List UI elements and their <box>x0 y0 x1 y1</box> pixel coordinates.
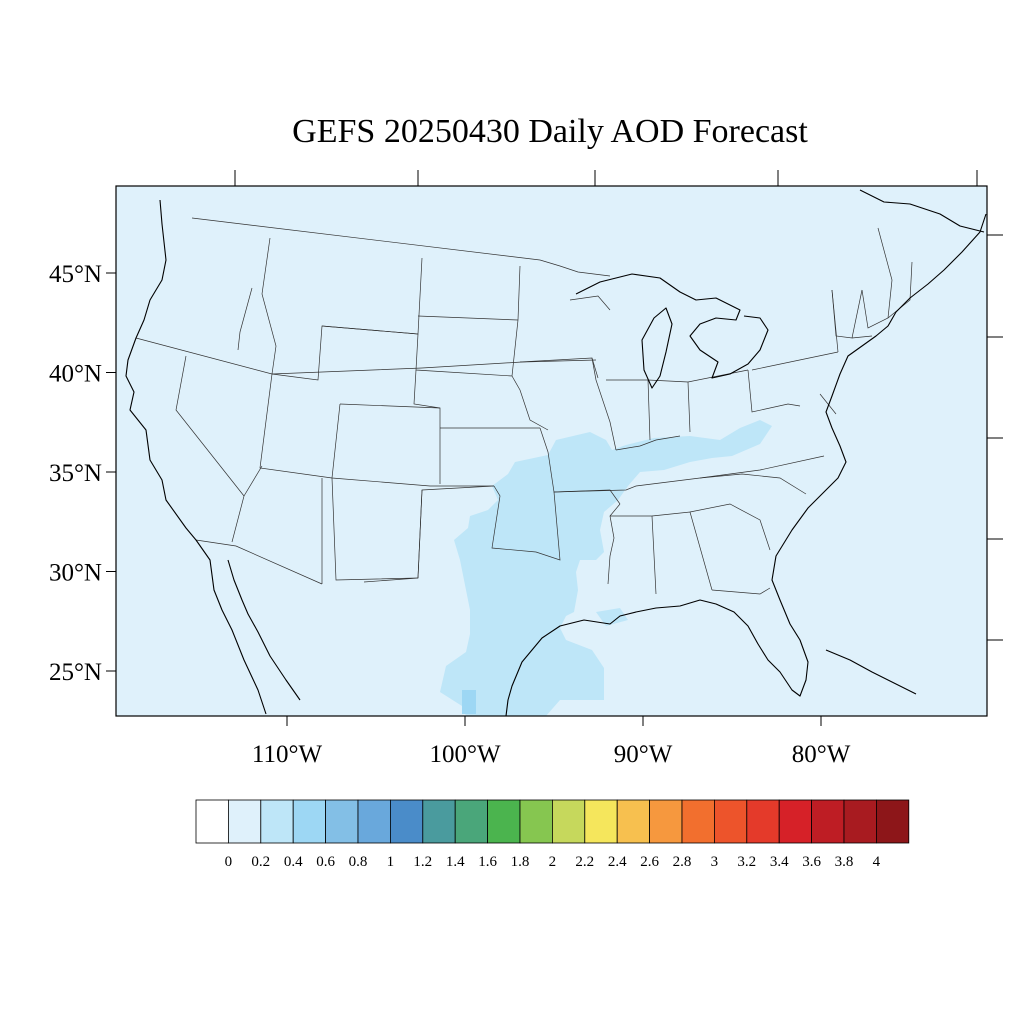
colorbar-label: 0.2 <box>251 854 270 870</box>
gulf-coast <box>505 213 987 717</box>
colorbar-swatch <box>584 799 618 844</box>
colorbar-label: 3.2 <box>737 854 756 870</box>
map-panel <box>116 186 987 717</box>
colorbar-swatch <box>389 799 424 844</box>
colorbar-label: 1.6 <box>478 854 497 870</box>
lon-tick-label: 80°W <box>792 741 851 768</box>
great-lakes <box>575 273 769 379</box>
colorbar-swatch <box>778 799 813 844</box>
lon-tick-label: 100°W <box>429 741 500 768</box>
colorbar-swatch <box>325 799 359 844</box>
map-frame <box>115 185 988 717</box>
coastlines <box>125 189 987 717</box>
lon-tick-label: 90°W <box>614 741 673 768</box>
lat-tick-label: 45°N <box>49 261 102 288</box>
figure-title: GEFS 20250430 Daily AOD Forecast <box>292 113 808 150</box>
colorbar-label: 2 <box>549 854 557 870</box>
colorbar-label: 4 <box>873 854 881 870</box>
lat-tick-label: 35°N <box>49 460 102 487</box>
colorbar-label: 1.8 <box>511 854 530 870</box>
colorbar-label: 3.6 <box>802 854 821 870</box>
colorbar-label: 3.8 <box>835 854 854 870</box>
colorbar-label: 3.4 <box>770 854 789 870</box>
colorbar-swatch <box>876 799 910 844</box>
colorbar-label: 2.2 <box>575 854 594 870</box>
colorbar-swatch <box>746 799 780 844</box>
florida-keys-cuba <box>825 649 917 695</box>
state-borders <box>135 217 913 595</box>
colorbar-swatch <box>649 799 683 844</box>
aod-plume-layer <box>440 420 772 716</box>
colorbar-swatch <box>519 799 553 844</box>
colorbar-swatch <box>843 799 877 844</box>
colorbar-label: 3 <box>711 854 719 870</box>
colorbar-swatch <box>260 799 294 844</box>
aod-colorbar: 0 0.2 0.4 0.6 0.8 1 1.2 1.4 1.6 1.8 2 2.2 2.4 2.6 2.8 3… <box>195 799 910 870</box>
colorbar-label: 0.8 <box>349 854 368 870</box>
colorbar-swatch <box>454 799 489 844</box>
axis-ticks: 45°N 40°N 35°N 30°N 25°N 110°W 100°W 90°W 80°W <box>49 170 1003 768</box>
colorbar-swatch <box>292 799 327 844</box>
colorbar-swatch <box>422 799 456 844</box>
colorbar-label: 2.6 <box>640 854 659 870</box>
colorbar-label: 0.6 <box>316 854 335 870</box>
colorbar-swatch <box>681 799 715 844</box>
colorbar-label: 0 <box>225 854 233 870</box>
lat-tick-label: 40°N <box>49 361 102 388</box>
canada-coast <box>859 189 985 233</box>
lon-tick-label: 110°W <box>252 741 323 768</box>
west-coast <box>125 199 267 715</box>
colorbar-label: 0.4 <box>284 854 303 870</box>
aod-plume-gulf-patch <box>596 608 628 626</box>
colorbar-swatch <box>195 799 229 844</box>
lake-michigan <box>641 307 673 389</box>
colorbar-label: 1 <box>387 854 395 870</box>
colorbar-swatch <box>714 799 748 844</box>
colorbar-swatch <box>227 799 262 844</box>
colorbar-swatch <box>487 799 521 844</box>
colorbar-swatch <box>811 799 845 844</box>
colorbar-label: 1.4 <box>446 854 465 870</box>
colorbar-swatch <box>357 799 391 844</box>
lat-tick-label: 25°N <box>49 659 102 686</box>
baja-peninsula <box>227 559 301 701</box>
colorbar-swatch <box>552 799 586 844</box>
aod-high-spot <box>462 690 476 714</box>
colorbar-swatch <box>616 799 651 844</box>
lat-tick-label: 30°N <box>49 560 102 587</box>
aod-plume-south-central <box>440 420 772 716</box>
colorbar-label: 2.8 <box>673 854 692 870</box>
colorbar-label: 2.4 <box>608 854 627 870</box>
colorbar-label: 1.2 <box>413 854 432 870</box>
